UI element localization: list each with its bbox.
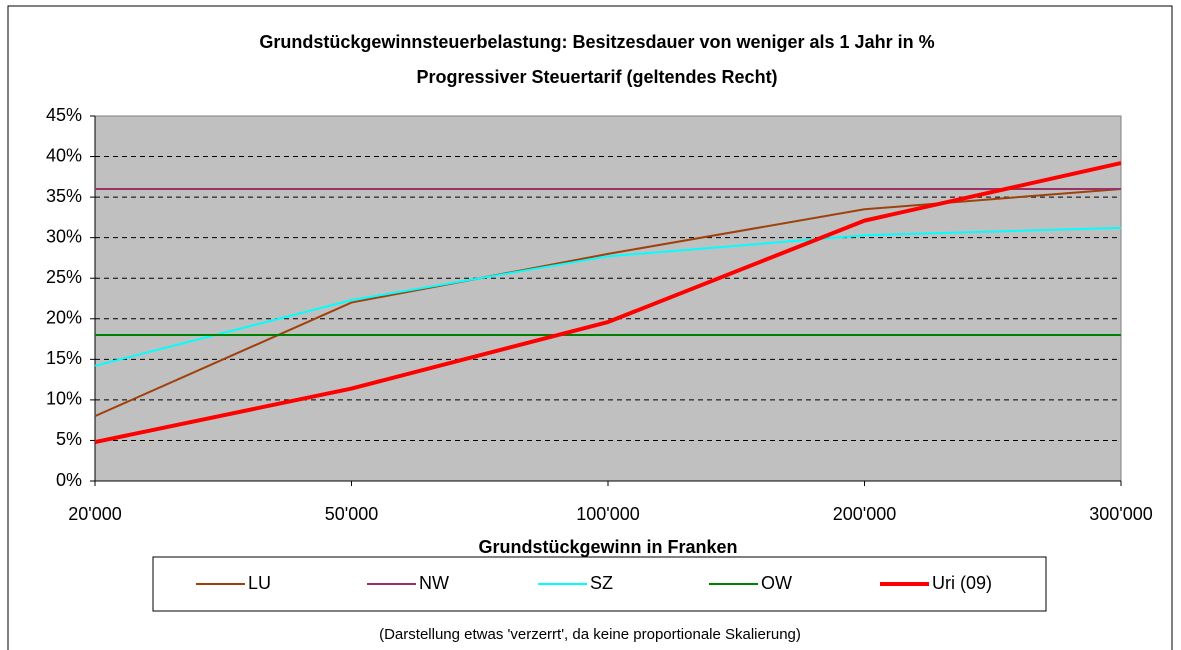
legend-label: OW	[761, 573, 792, 593]
x-tick-label: 100'000	[576, 504, 640, 524]
legend-label: NW	[419, 573, 449, 593]
y-tick-label: 15%	[46, 348, 82, 368]
y-tick-label: 0%	[56, 470, 82, 490]
chart-subtitle: Progressiver Steuertarif (geltendes Rech…	[416, 67, 777, 87]
x-tick-label: 50'000	[325, 504, 379, 524]
x-tick-label: 200'000	[833, 504, 897, 524]
x-axis-title: Grundstückgewinn in Franken	[478, 537, 737, 557]
legend-label: Uri (09)	[932, 573, 992, 593]
y-tick-label: 40%	[46, 145, 82, 165]
y-tick-label: 10%	[46, 389, 82, 409]
y-tick-label: 35%	[46, 186, 82, 206]
footnote: (Darstellung etwas 'verzerrt', da keine …	[379, 626, 801, 643]
plot-area	[94, 115, 1122, 482]
x-tick-label: 300'000	[1089, 504, 1153, 524]
y-tick-label: 20%	[46, 308, 82, 328]
series-line	[94, 226, 1122, 367]
y-tick-label: 25%	[46, 267, 82, 287]
legend-label: SZ	[590, 573, 613, 593]
series-line	[94, 161, 1122, 445]
y-tick-label: 45%	[46, 105, 82, 125]
y-tick-label: 30%	[46, 226, 82, 246]
y-tick-label: 5%	[56, 429, 82, 449]
x-tick-label: 20'000	[68, 504, 122, 524]
chart-title: Grundstückgewinnsteuerbelastung: Besitze…	[259, 32, 934, 52]
legend-label: LU	[248, 573, 271, 593]
